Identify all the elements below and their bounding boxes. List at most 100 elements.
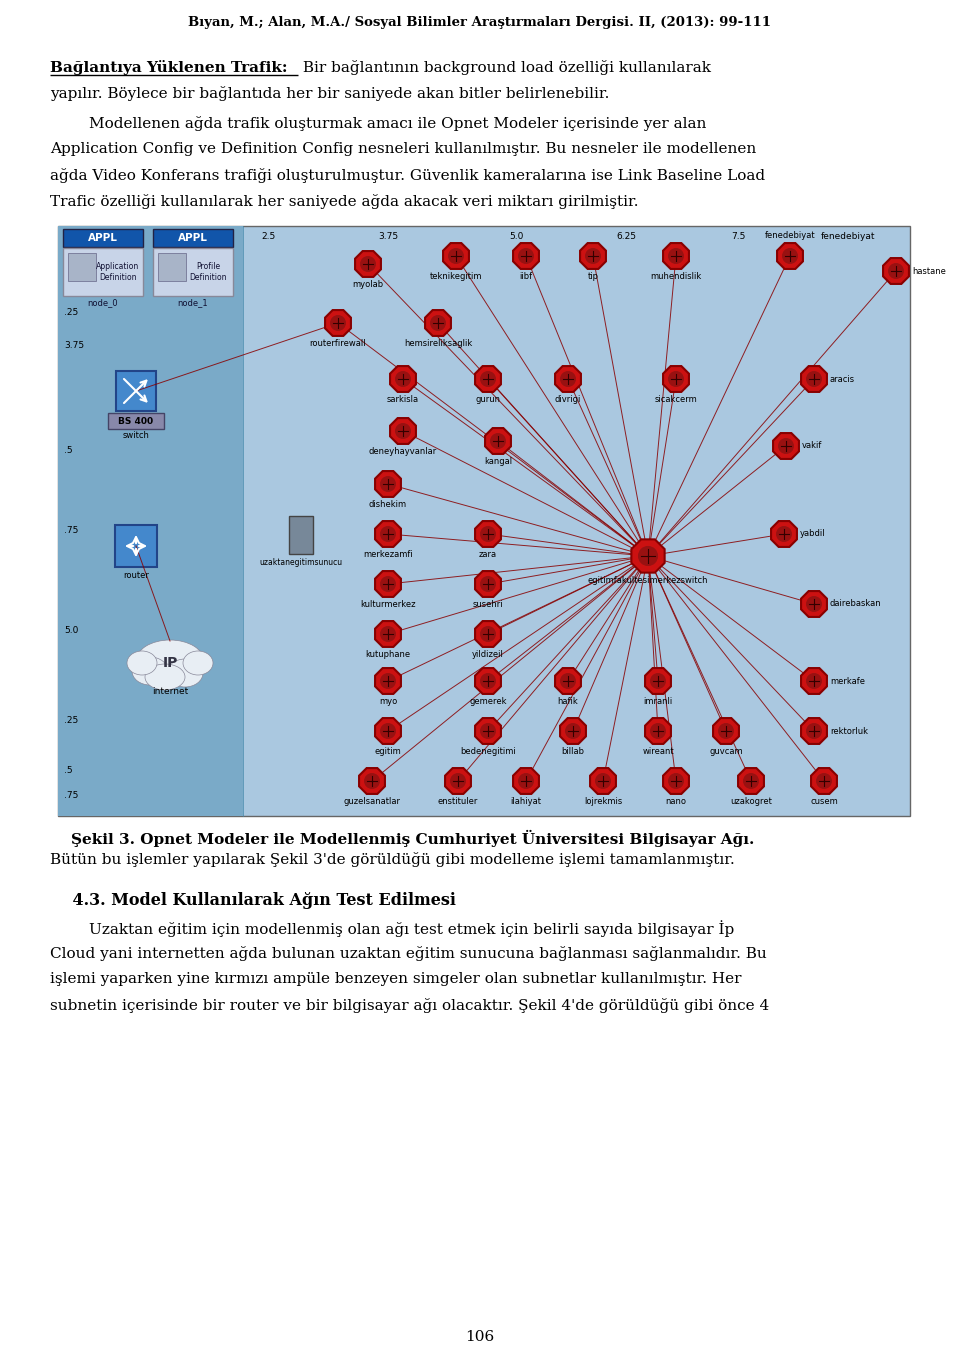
Polygon shape [713, 718, 739, 743]
Text: sarkisla: sarkisla [387, 395, 420, 403]
Bar [108, 413, 164, 429]
Ellipse shape [183, 651, 213, 676]
Text: kulturmerkez: kulturmerkez [360, 600, 416, 609]
Polygon shape [771, 521, 797, 547]
Text: yabdil: yabdil [800, 529, 826, 539]
Text: Application Config ve Definition Config nesneleri kullanılmıştır. Bu nesneler il: Application Config ve Definition Config … [50, 142, 756, 156]
Text: 7.5: 7.5 [731, 232, 745, 241]
Polygon shape [801, 592, 827, 617]
Text: guvcam: guvcam [709, 747, 743, 756]
Text: divrigi: divrigi [555, 395, 581, 403]
Text: .25: .25 [64, 307, 79, 317]
Circle shape [782, 249, 797, 263]
Text: sicakcerm: sicakcerm [655, 395, 697, 403]
Text: routerfirewall: routerfirewall [310, 338, 367, 348]
Circle shape [669, 372, 684, 386]
Text: gurun: gurun [475, 395, 500, 403]
Text: APPL: APPL [178, 233, 208, 242]
FancyBboxPatch shape [116, 371, 156, 412]
Text: Şekil 3. Opnet Modeler ile Modellenmiş Cumhuriyet Üniversitesi Bilgisayar Ağı.: Şekil 3. Opnet Modeler ile Modellenmiş C… [50, 830, 755, 848]
Text: APPL: APPL [88, 233, 118, 242]
Circle shape [586, 249, 600, 263]
Text: 106: 106 [466, 1330, 494, 1345]
Polygon shape [485, 428, 511, 454]
Text: cusem: cusem [810, 798, 838, 806]
Text: Bir bağlantının background load özelliği kullanılarak: Bir bağlantının background load özelliği… [298, 60, 711, 74]
Circle shape [806, 597, 821, 611]
Polygon shape [560, 718, 586, 743]
Polygon shape [375, 668, 401, 695]
Polygon shape [375, 571, 401, 597]
Ellipse shape [127, 651, 157, 676]
Polygon shape [390, 366, 416, 391]
Circle shape [719, 724, 733, 738]
Circle shape [806, 674, 821, 688]
Circle shape [431, 315, 445, 330]
Circle shape [651, 674, 665, 688]
Polygon shape [555, 668, 581, 695]
Circle shape [561, 674, 575, 688]
Polygon shape [475, 621, 501, 647]
Circle shape [481, 627, 495, 642]
Bar [68, 253, 96, 282]
Circle shape [448, 249, 464, 263]
Text: merkezamfi: merkezamfi [363, 550, 413, 559]
Polygon shape [801, 718, 827, 743]
Polygon shape [475, 366, 501, 391]
Text: .5: .5 [64, 766, 73, 774]
Circle shape [561, 372, 575, 386]
Circle shape [481, 724, 495, 738]
Polygon shape [773, 433, 799, 459]
Circle shape [806, 372, 821, 386]
Ellipse shape [145, 663, 185, 691]
Ellipse shape [136, 640, 204, 682]
Circle shape [481, 674, 495, 688]
Text: .25: .25 [64, 716, 79, 724]
Text: zara: zara [479, 550, 497, 559]
Circle shape [481, 577, 495, 592]
Text: 6.25: 6.25 [616, 232, 636, 241]
Text: fenedebiyat: fenedebiyat [765, 232, 815, 240]
Text: Trafic özelliği kullanılarak her saniyede ağda akacak veri miktarı girilmiştir.: Trafic özelliği kullanılarak her saniyed… [50, 194, 638, 209]
Polygon shape [513, 768, 539, 793]
Text: muhendislik: muhendislik [650, 272, 702, 282]
Text: 2.5: 2.5 [261, 232, 276, 241]
Circle shape [744, 773, 758, 788]
Text: wireant: wireant [642, 747, 674, 756]
Circle shape [777, 527, 791, 542]
Text: .75: .75 [64, 525, 79, 535]
Polygon shape [513, 244, 539, 269]
Text: iibf: iibf [519, 272, 533, 282]
Text: 4.3. Model Kullanılarak Ağın Test Edilmesi: 4.3. Model Kullanılarak Ağın Test Edilme… [50, 892, 456, 909]
Text: işlemi yaparken yine kırmızı ampüle benzeyen simgeler olan subnetlar kullanılmış: işlemi yaparken yine kırmızı ampüle benz… [50, 972, 741, 986]
Text: lojrekmis: lojrekmis [584, 798, 622, 806]
Text: billab: billab [562, 747, 585, 756]
Circle shape [779, 439, 793, 454]
Circle shape [381, 627, 396, 642]
Polygon shape [375, 718, 401, 743]
Text: subnetin içerisinde bir router ve bir bilgisayar ağı olacaktır. Şekil 4'de görül: subnetin içerisinde bir router ve bir bi… [50, 998, 769, 1013]
Polygon shape [475, 571, 501, 597]
Circle shape [481, 372, 495, 386]
Text: nano: nano [665, 798, 686, 806]
Text: node_1: node_1 [178, 298, 208, 307]
Polygon shape [355, 250, 381, 278]
Text: kutuphane: kutuphane [366, 650, 411, 659]
Polygon shape [475, 718, 501, 743]
Polygon shape [632, 539, 664, 573]
Text: Application
Definition: Application Definition [96, 263, 139, 282]
Circle shape [638, 547, 658, 566]
Circle shape [381, 477, 396, 492]
Text: egitimfakultesimerkezswitch: egitimfakultesimerkezswitch [588, 575, 708, 585]
Text: merkafe: merkafe [830, 677, 865, 685]
Circle shape [817, 773, 831, 788]
Circle shape [518, 773, 534, 788]
Text: aracis: aracis [830, 375, 855, 383]
Bar [63, 248, 143, 297]
Text: guzelsanatlar: guzelsanatlar [344, 798, 400, 806]
Text: rektorluk: rektorluk [830, 727, 868, 735]
Text: bedenegitimi: bedenegitimi [460, 747, 516, 756]
Bar [289, 516, 313, 554]
Ellipse shape [132, 657, 168, 685]
Text: kangal: kangal [484, 458, 512, 466]
